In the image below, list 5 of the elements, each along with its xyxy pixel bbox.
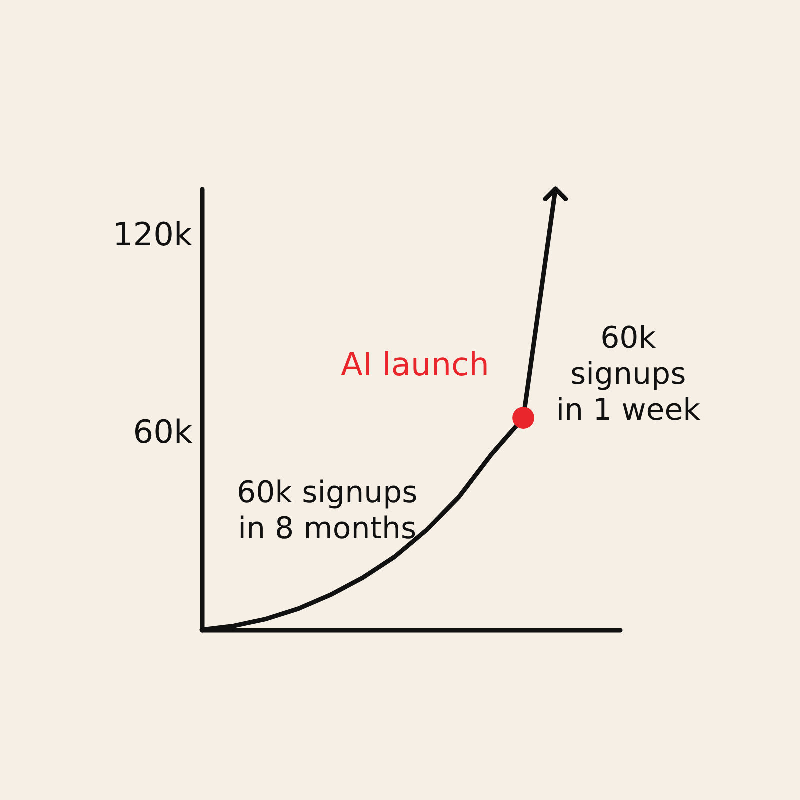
annotation: 60k signups in 8 months — [237, 475, 418, 546]
y-tick-label: 120k — [112, 216, 193, 254]
annotation: 60k signups in 1 week — [556, 320, 702, 428]
annotation: AI launch — [340, 345, 490, 384]
y-tick-label: 60k — [133, 413, 193, 452]
